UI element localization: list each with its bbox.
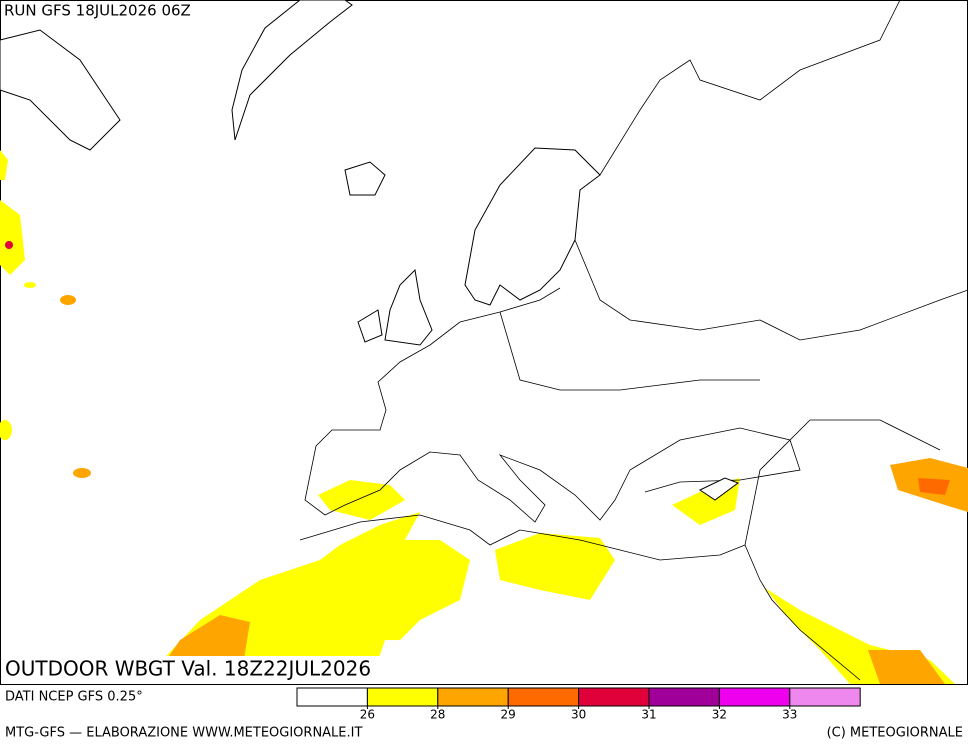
field-29 <box>60 295 76 305</box>
legend-tick-label: 31 <box>641 708 656 722</box>
borders <box>499 0 968 546</box>
legend-swatch <box>789 687 861 707</box>
legend-tick-label: 30 <box>571 708 586 722</box>
legend: 26 28 29 30 31 32 33 <box>296 687 861 722</box>
legend-tick-label: 28 <box>430 708 445 722</box>
greenland <box>231 0 353 141</box>
cyprus <box>698 477 740 501</box>
coastlines <box>0 0 968 681</box>
wbgt-fields <box>0 150 968 684</box>
field-28 <box>495 533 615 600</box>
canada <box>0 29 121 151</box>
footer-right: (C) METEOGIORNALE <box>827 726 963 741</box>
field-28 <box>318 480 405 520</box>
ireland <box>357 309 383 343</box>
source-label: DATI NCEP GFS 0.25° <box>5 690 143 705</box>
footer-left: MTG-GFS — ELABORAZIONE WWW.METEOGIORNALE… <box>5 726 362 741</box>
legend-swatch <box>366 687 439 707</box>
legend-swatch <box>507 687 580 707</box>
title-box <box>1 656 381 684</box>
field-29 <box>868 650 945 684</box>
field-28 <box>24 282 36 288</box>
legend-swatch <box>437 687 509 707</box>
map-frame <box>0 0 968 685</box>
map-title: OUTDOOR WBGT Val. 18Z22JUL2026 <box>5 657 371 681</box>
legend-swatch <box>648 687 720 707</box>
africa-coast <box>299 514 861 681</box>
field-28 <box>0 420 12 440</box>
legend-swatch <box>718 687 791 707</box>
run-label: RUN GFS 18JUL2026 06Z <box>4 2 191 20</box>
field-30 <box>918 478 950 495</box>
legend-tick-label: 32 <box>712 708 727 722</box>
britain <box>384 268 433 346</box>
legend-tick-label: 33 <box>782 708 797 722</box>
legend-swatch <box>296 687 368 707</box>
field-29 <box>73 468 91 478</box>
legend-tick-label: 29 <box>501 708 516 722</box>
legend-swatch <box>578 687 650 707</box>
field-31 <box>5 241 13 249</box>
iceland <box>344 161 386 196</box>
legend-tick-label: 26 <box>360 708 375 722</box>
